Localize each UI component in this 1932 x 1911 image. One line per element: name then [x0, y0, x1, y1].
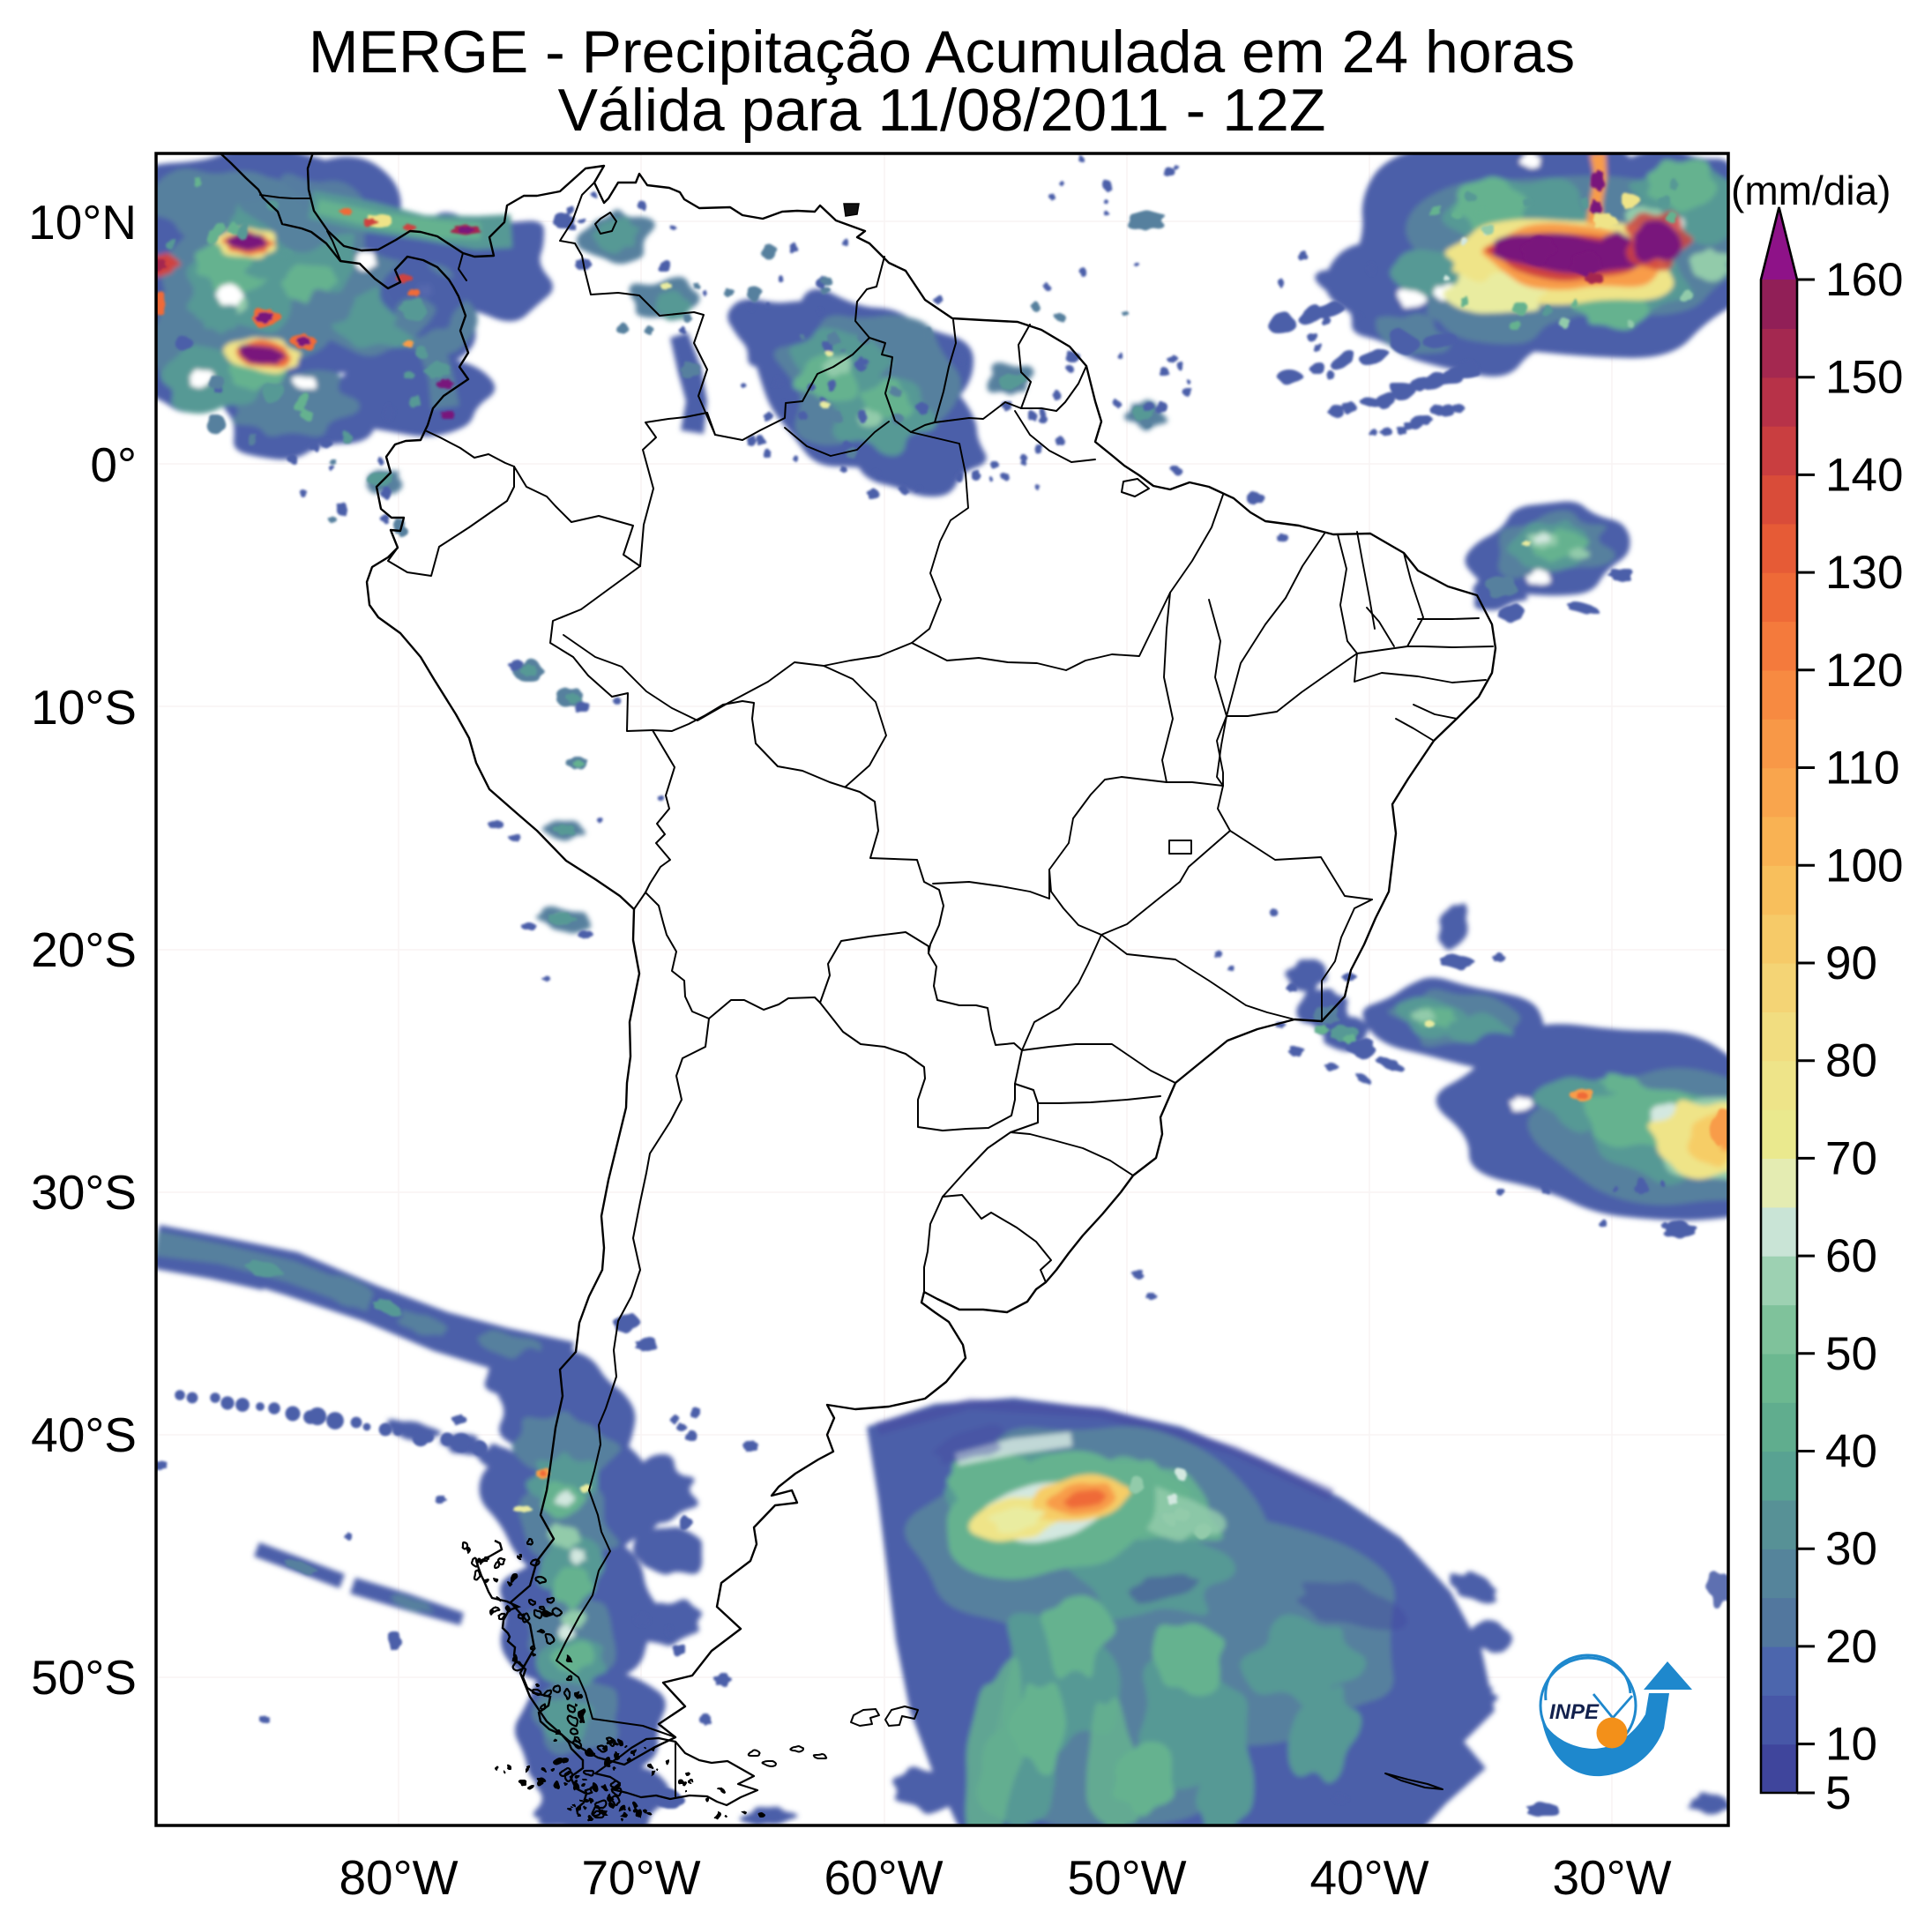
- svg-text:40°S: 40°S: [31, 1407, 137, 1462]
- svg-text:100: 100: [1825, 840, 1903, 892]
- svg-text:20°S: 20°S: [31, 922, 137, 977]
- svg-text:INPE: INPE: [1549, 1700, 1600, 1724]
- svg-text:30°W: 30°W: [1552, 1850, 1671, 1905]
- svg-text:80: 80: [1825, 1035, 1877, 1087]
- svg-text:70°W: 70°W: [581, 1850, 700, 1905]
- svg-text:150: 150: [1825, 352, 1903, 404]
- svg-text:140: 140: [1825, 449, 1903, 501]
- svg-text:MERGE - Precipitação Acumulada: MERGE - Precipitação Acumulada em 24 hor…: [309, 19, 1575, 86]
- svg-text:130: 130: [1825, 547, 1903, 599]
- svg-text:40°W: 40°W: [1309, 1850, 1428, 1905]
- svg-text:40: 40: [1825, 1426, 1877, 1478]
- svg-text:5: 5: [1825, 1767, 1851, 1819]
- svg-text:90: 90: [1825, 937, 1877, 989]
- svg-text:20: 20: [1825, 1621, 1877, 1673]
- svg-text:110: 110: [1825, 743, 1900, 795]
- svg-text:10: 10: [1825, 1719, 1877, 1771]
- svg-text:120: 120: [1825, 645, 1903, 697]
- svg-text:50: 50: [1825, 1328, 1877, 1380]
- svg-text:60°W: 60°W: [824, 1850, 943, 1905]
- svg-text:70: 70: [1825, 1132, 1877, 1184]
- svg-text:Válida para 11/08/2011 - 12Z: Válida para 11/08/2011 - 12Z: [558, 77, 1326, 144]
- svg-text:50°S: 50°S: [31, 1650, 137, 1705]
- svg-text:(mm/dia): (mm/dia): [1731, 168, 1891, 213]
- svg-text:0°: 0°: [90, 437, 137, 492]
- svg-text:160: 160: [1825, 254, 1903, 306]
- svg-text:80°W: 80°W: [339, 1850, 458, 1905]
- svg-text:30: 30: [1825, 1523, 1877, 1575]
- svg-text:30°S: 30°S: [31, 1165, 137, 1220]
- svg-text:60: 60: [1825, 1230, 1877, 1282]
- svg-text:10°S: 10°S: [31, 680, 137, 735]
- svg-text:50°W: 50°W: [1067, 1850, 1186, 1905]
- svg-text:10°N: 10°N: [28, 195, 137, 250]
